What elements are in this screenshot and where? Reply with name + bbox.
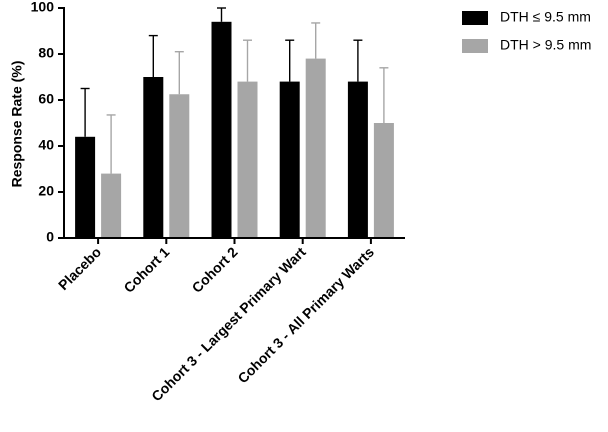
bar-2-3 bbox=[237, 81, 258, 238]
bar-1-4 bbox=[279, 81, 300, 238]
bar-2-1 bbox=[101, 173, 122, 238]
legend-label-1: DTH ≤ 9.5 mm bbox=[500, 9, 591, 25]
y-axis-label: Response Rate (%) bbox=[9, 61, 25, 188]
bar-2-4 bbox=[305, 58, 326, 238]
bar-1-2 bbox=[143, 77, 164, 238]
y-tick-label-2: 20 bbox=[38, 183, 54, 199]
y-tick-label-1: 0 bbox=[46, 229, 54, 245]
bar-1-1 bbox=[75, 136, 96, 238]
x-tick-label-3: Cohort 2 bbox=[189, 244, 241, 296]
bar-2-2 bbox=[169, 94, 190, 238]
legend-label-2: DTH > 9.5 mm bbox=[500, 37, 591, 53]
y-tick-label-6: 100 bbox=[31, 0, 55, 15]
y-tick-label-4: 60 bbox=[38, 91, 54, 107]
y-tick-label-5: 80 bbox=[38, 45, 54, 61]
x-tick-label-2: Cohort 1 bbox=[120, 244, 172, 296]
x-tick-label-5: Cohort 3 - All Primary Warts bbox=[234, 244, 377, 387]
y-tick-label-3: 40 bbox=[38, 137, 54, 153]
bar-1-5 bbox=[347, 81, 368, 238]
legend: DTH ≤ 9.5 mm DTH > 9.5 mm bbox=[462, 9, 591, 53]
x-tick-label-1: Placebo bbox=[55, 244, 104, 293]
legend-swatch-1 bbox=[462, 11, 488, 25]
bar-2-5 bbox=[373, 123, 394, 238]
bar-1-3 bbox=[211, 21, 232, 238]
legend-swatch-2 bbox=[462, 39, 488, 53]
